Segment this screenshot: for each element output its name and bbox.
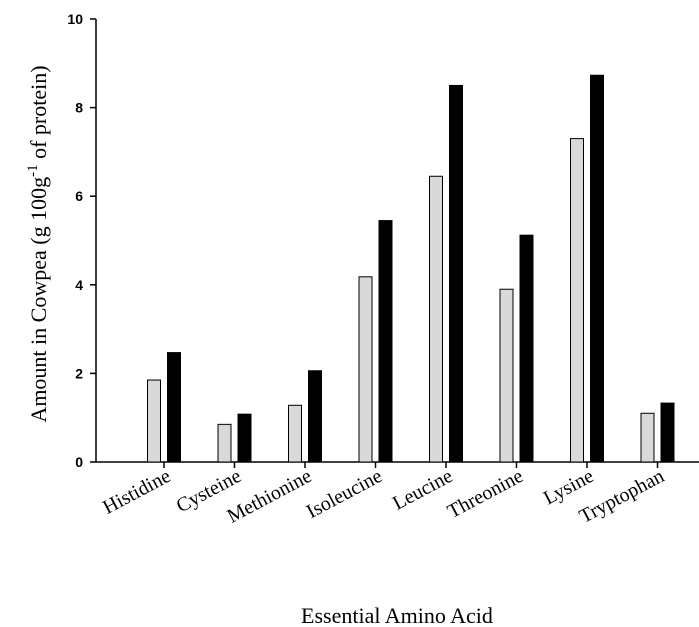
bar-histidine-series-1 — [147, 379, 161, 463]
category-label: Threonine — [444, 465, 527, 523]
category-label: Isoleucine — [303, 465, 386, 523]
category-label: Histidine — [99, 465, 174, 519]
y-tick-label: 0 — [75, 454, 83, 470]
axes — [95, 19, 699, 463]
bar-leucine-series-2 — [449, 84, 463, 463]
bar-cysteine-series-1 — [217, 423, 232, 463]
y-axis-title-superscript: -1 — [25, 164, 41, 177]
bar-threonine-series-1 — [499, 288, 514, 463]
y-tick-label: 4 — [75, 277, 83, 293]
bar-threonine-series-2 — [519, 234, 534, 463]
bar-methionine-series-1 — [288, 404, 302, 463]
bar-isoleucine-series-1 — [358, 276, 373, 463]
y-axis-title-suffix: of protein) — [26, 65, 51, 164]
bar-cysteine-series-2 — [237, 413, 252, 463]
y-tick-label: 10 — [67, 11, 83, 27]
y-ticks: 0 2 4 6 8 10 — [67, 11, 96, 470]
y-tick-label: 8 — [75, 100, 83, 116]
bar-tryptophan-series-1 — [640, 412, 655, 463]
y-axis-title: Amount in Cowpea (g 100g-1 of protein) — [25, 65, 51, 422]
bar-lysine-series-2 — [590, 74, 604, 463]
bar-histidine-series-2 — [167, 352, 181, 463]
bar-lysine-series-1 — [570, 138, 584, 463]
x-axis-title: Essential Amino Acid — [301, 603, 493, 627]
bar-methionine-series-2 — [308, 370, 322, 463]
bars — [147, 74, 675, 463]
y-tick-label: 2 — [75, 365, 83, 381]
y-axis-title-prefix: Amount in Cowpea (g 100g — [26, 177, 51, 423]
bar-isoleucine-series-2 — [378, 220, 393, 463]
y-tick-label: 6 — [75, 188, 83, 204]
bar-tryptophan-series-2 — [660, 402, 675, 463]
x-ticks — [163, 462, 659, 468]
bar-leucine-series-1 — [429, 175, 443, 463]
